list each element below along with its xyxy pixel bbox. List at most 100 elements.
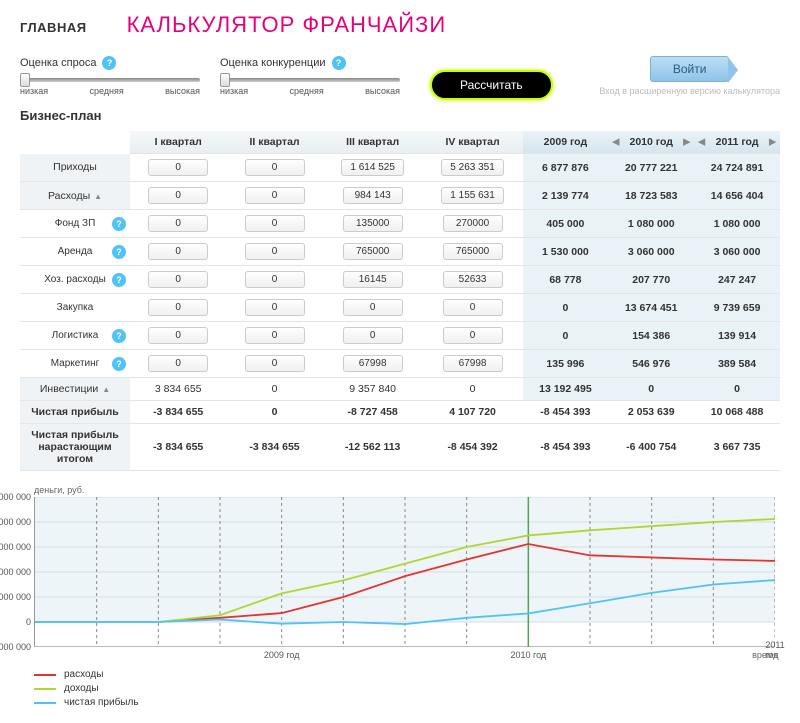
table-cell: 984 143	[323, 182, 423, 210]
cell-input[interactable]: 67998	[343, 355, 403, 372]
cell-input[interactable]: 0	[245, 299, 305, 316]
slider-tick: высокая	[165, 86, 200, 96]
table-cell: 5 263 351	[423, 154, 523, 182]
cell-input[interactable]: 1 614 525	[341, 159, 404, 176]
cell-input[interactable]: 52633	[443, 271, 503, 288]
cell-input[interactable]: 0	[148, 299, 208, 316]
calculate-button[interactable]: Рассчитать	[430, 70, 553, 100]
cell-input[interactable]: 67998	[443, 355, 503, 372]
help-icon[interactable]: ?	[332, 56, 346, 70]
help-icon[interactable]: ?	[112, 329, 126, 343]
table-cell: 247 247	[694, 266, 780, 294]
prev-year-icon[interactable]: ◀	[698, 137, 705, 148]
cell-input[interactable]: 0	[148, 187, 208, 204]
competition-slider-handle[interactable]	[220, 73, 230, 87]
legend-swatch	[34, 688, 56, 690]
demand-slider[interactable]	[20, 78, 200, 82]
row-label: Аренда?	[20, 238, 130, 266]
cell-input[interactable]: 0	[148, 243, 208, 260]
cell-input[interactable]: 0	[148, 327, 208, 344]
y-tick: 0	[0, 617, 31, 627]
cell-input[interactable]: 16145	[343, 271, 403, 288]
table-cell: 0	[226, 210, 322, 238]
prev-year-icon[interactable]: ◀	[612, 137, 619, 148]
cell-input[interactable]: 0	[148, 159, 208, 176]
table-cell: 765000	[323, 238, 423, 266]
cell-input[interactable]: 0	[245, 271, 305, 288]
table-cell: 0	[226, 378, 322, 401]
table-cell: -8 454 393	[523, 424, 609, 471]
cell-input[interactable]: 135000	[343, 215, 403, 232]
cell-input[interactable]: 0	[343, 299, 403, 316]
login-button[interactable]: Войти	[650, 56, 730, 82]
cell-input[interactable]: 1 155 631	[441, 187, 504, 204]
table-cell: 9 357 840	[323, 378, 423, 401]
cell-input[interactable]: 765000	[443, 243, 503, 260]
table-row: Инвестиции▲3 834 65509 357 840013 192 49…	[20, 378, 780, 401]
cell-input[interactable]: 5 263 351	[441, 159, 504, 176]
slider-tick: средняя	[89, 86, 123, 96]
cell-input[interactable]: 0	[245, 327, 305, 344]
table-row: Чистая прибыль-3 834 6550-8 727 4584 107…	[20, 401, 780, 424]
table-cell: -3 834 655	[130, 424, 226, 471]
table-row: Аренда?007650007650001 530 0003 060 0003…	[20, 238, 780, 266]
table-cell: -8 454 393	[523, 401, 609, 424]
table-cell: 154 386	[608, 322, 694, 350]
next-year-icon[interactable]: ▶	[683, 137, 690, 148]
cell-input[interactable]: 984 143	[343, 187, 403, 204]
help-icon[interactable]: ?	[102, 56, 116, 70]
cell-input[interactable]: 0	[245, 159, 305, 176]
column-header: I квартал	[130, 131, 226, 154]
table-cell: 68 778	[523, 266, 609, 294]
table-cell: 1 614 525	[323, 154, 423, 182]
table-cell: 0	[523, 294, 609, 322]
help-icon[interactable]: ?	[112, 245, 126, 259]
column-header: IV квартал	[423, 131, 523, 154]
legend-label: доходы	[64, 683, 99, 694]
demand-slider-handle[interactable]	[20, 73, 30, 87]
next-year-icon[interactable]: ▶	[769, 137, 776, 148]
nav-main[interactable]: ГЛАВНАЯ	[20, 20, 87, 35]
demand-slider-block: Оценка спроса ? низкаясредняявысокая	[20, 56, 200, 96]
table-cell: 4 107 720	[423, 401, 523, 424]
table-row: Хоз. расходы?00161455263368 778207 77024…	[20, 266, 780, 294]
cell-input[interactable]: 0	[343, 327, 403, 344]
cell-input[interactable]: 0	[443, 327, 503, 344]
cell-input[interactable]: 0	[245, 355, 305, 372]
help-icon[interactable]: ?	[112, 273, 126, 287]
cell-input[interactable]: 0	[245, 187, 305, 204]
line-chart: время -6 000 00006 000 00012 000 00018 0…	[34, 497, 774, 647]
table-row: Фонд ЗП?00135000270000405 0001 080 0001 …	[20, 210, 780, 238]
table-cell: 0	[323, 294, 423, 322]
slider-tick: средняя	[289, 86, 323, 96]
cell-input[interactable]: 765000	[343, 243, 403, 260]
table-cell: 24 724 891	[694, 154, 780, 182]
table-cell: 20 777 221	[608, 154, 694, 182]
help-icon[interactable]: ?	[112, 217, 126, 231]
table-row: Приходы001 614 5255 263 3516 877 87620 7…	[20, 154, 780, 182]
help-icon[interactable]: ?	[112, 357, 126, 371]
collapse-icon[interactable]: ▲	[102, 385, 110, 394]
cell-input[interactable]: 0	[148, 271, 208, 288]
table-cell: 52633	[423, 266, 523, 294]
table-cell: 14 656 404	[694, 182, 780, 210]
table-cell: 0	[694, 378, 780, 401]
table-cell: 0	[226, 266, 322, 294]
demand-label: Оценка спроса	[20, 57, 96, 69]
table-cell: 3 667 735	[694, 424, 780, 471]
row-label: Хоз. расходы?	[20, 266, 130, 294]
column-header: 2009 год	[523, 131, 609, 154]
cell-input[interactable]: 0	[443, 299, 503, 316]
cell-input[interactable]: 270000	[443, 215, 503, 232]
table-row: Закупка0000013 674 4519 739 659	[20, 294, 780, 322]
collapse-icon[interactable]: ▲	[94, 192, 102, 201]
cell-input[interactable]: 0	[245, 215, 305, 232]
table-cell: 0	[226, 154, 322, 182]
cell-input[interactable]: 0	[148, 215, 208, 232]
table-row: Расходы▲00984 1431 155 6312 139 77418 72…	[20, 182, 780, 210]
table-cell: 0	[226, 401, 322, 424]
cell-input[interactable]: 0	[148, 355, 208, 372]
competition-slider[interactable]	[220, 78, 400, 82]
cell-input[interactable]: 0	[245, 243, 305, 260]
column-header: II квартал	[226, 131, 322, 154]
